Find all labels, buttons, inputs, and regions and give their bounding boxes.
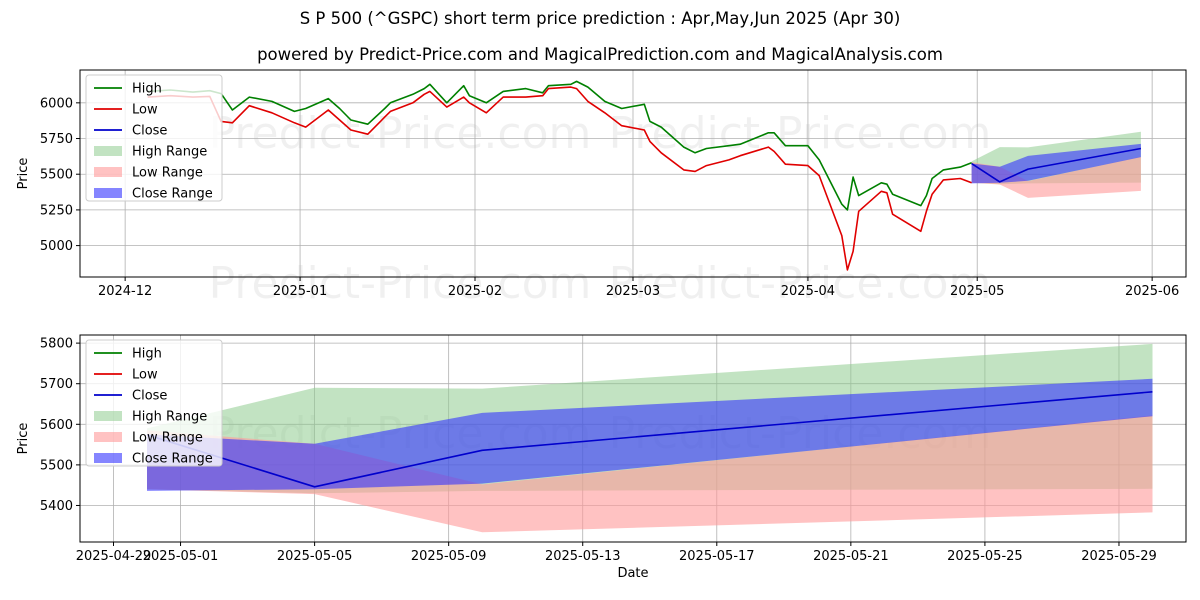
series-close-line [146, 391, 1153, 488]
y-tick-label: 5400 [40, 499, 73, 514]
series-close-range-band [147, 378, 1153, 491]
x-tick-label: 2025-05-09 [411, 549, 487, 564]
legend-label: Close Range [132, 452, 213, 467]
legend-swatch [94, 411, 122, 421]
series-high-line [147, 80, 972, 211]
watermark-text: Predict-Price.com [609, 108, 992, 159]
x-tick-label: 2025-05-13 [545, 549, 621, 564]
y-axis-label: Price [16, 158, 31, 190]
x-tick-label: 2024-12 [98, 284, 152, 299]
series-close-line [971, 147, 1142, 183]
legend-label: Low [132, 368, 158, 383]
legend-label: High [132, 347, 162, 362]
legend-label: High Range [132, 145, 207, 160]
y-tick-label: 5600 [40, 418, 73, 433]
x-tick-label: 2025-05-01 [143, 549, 219, 564]
chart-titles: S P 500 (^GSPC) short term price predict… [0, 0, 1200, 70]
legend-label: Close [132, 389, 167, 404]
y-tick-label: 5250 [40, 203, 73, 218]
x-axis-label: Date [617, 566, 648, 581]
top-watermarks: Predict-Price.com Predict-Price.com Predic… [209, 108, 992, 300]
bot-legend: High Low Close High Range Low Range Close Ran… [85, 339, 223, 467]
legend-swatch [94, 453, 122, 463]
x-tick-label: 2025-01 [273, 284, 327, 299]
x-tick-label: 2025-05-25 [947, 549, 1023, 564]
legend-swatch [94, 167, 122, 177]
series-low-line [147, 86, 972, 271]
chart-title: S P 500 (^GSPC) short term price predict… [299, 9, 901, 28]
legend-swatch [94, 432, 122, 442]
legend-label: Close [132, 124, 167, 139]
y-axis-label: Price [16, 423, 31, 455]
top-y-axis: 5000 5250 5500 5750 6000 [40, 96, 80, 254]
top-grid [80, 70, 1186, 277]
x-tick-label: 2025-03 [606, 284, 660, 299]
y-tick-label: 5000 [40, 239, 73, 254]
legend-label: High Range [132, 410, 207, 425]
series-low-range-band [971, 156, 1141, 198]
y-tick-label: 5800 [40, 337, 73, 352]
y-tick-label: 5500 [40, 458, 73, 473]
legend-label: Low Range [132, 431, 203, 446]
x-tick-label: 2025-04-29 [76, 549, 152, 564]
bot-axes-frame [79, 334, 1187, 543]
x-tick-label: 2025-05 [950, 284, 1004, 299]
x-tick-label: 2025-05-29 [1081, 549, 1157, 564]
x-tick-label: 2025-05-05 [277, 549, 353, 564]
x-tick-label: 2025-05-21 [813, 549, 889, 564]
legend-swatch [94, 146, 122, 156]
top-x-axis: 2024-12 2025-01 2025-02 2025-03 2025-04 2025-… [98, 277, 1179, 299]
watermark-text: Predict-Price.com [209, 108, 592, 159]
y-tick-label: 5750 [40, 132, 73, 147]
legend-label: Low Range [132, 166, 203, 181]
bot-plot-area [146, 343, 1153, 533]
x-tick-label: 2025-06 [1125, 284, 1179, 299]
top-legend: High Low Close High Range Low Range Close Ran… [85, 74, 223, 202]
bot-y-axis: 5400 5500 5600 5700 5800 [40, 337, 80, 514]
y-tick-label: 5500 [40, 168, 73, 183]
main-price-chart: Predict-Price.com Predict-Price.com Predic… [16, 69, 1187, 300]
legend-swatch [94, 188, 122, 198]
chart-subtitle: powered by Predict-Price.com and Magical… [257, 45, 943, 64]
watermark-text: Predict-Price.com [209, 258, 592, 300]
y-tick-label: 6000 [40, 96, 73, 111]
zoomed-prediction-chart: Predict-Price.comPredict-Price.com2025-0… [16, 334, 1187, 581]
watermark-text: Predict-Price.com [609, 258, 992, 300]
legend-label: Low [132, 103, 158, 118]
top-plot-area [147, 80, 1142, 271]
legend-label: High [132, 82, 162, 97]
x-tick-label: 2025-04 [781, 284, 835, 299]
x-tick-label: 2025-05-17 [679, 549, 755, 564]
y-tick-label: 5700 [40, 377, 73, 392]
series-low-range-band [147, 415, 1153, 533]
legend-label: Close Range [132, 187, 213, 202]
x-tick-label: 2025-02 [448, 284, 502, 299]
